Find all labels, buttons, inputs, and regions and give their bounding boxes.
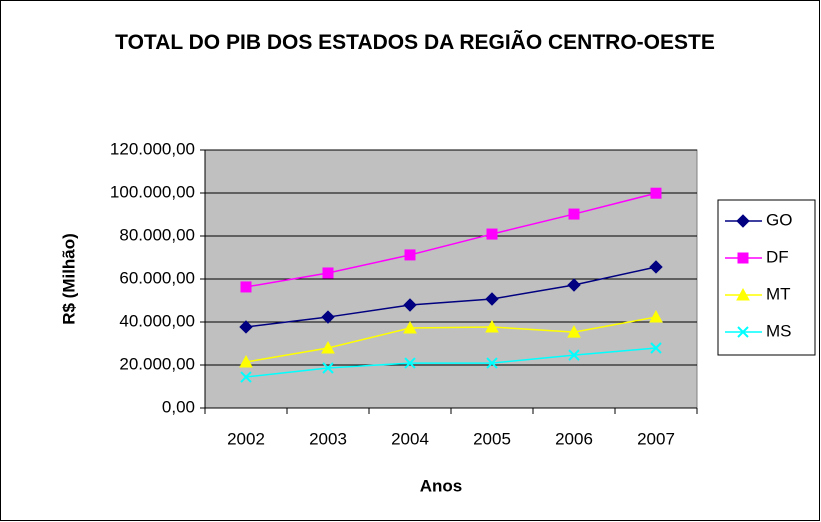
data-point [650, 187, 662, 199]
legend-marker [737, 326, 749, 338]
data-point [568, 208, 580, 220]
y-tick-label: 0,00 [162, 397, 195, 416]
legend-box [717, 199, 816, 356]
data-point [567, 325, 581, 338]
data-point [321, 310, 335, 324]
data-point [321, 340, 335, 354]
data-point [403, 298, 417, 312]
data-point [322, 267, 334, 279]
legend-marker [736, 214, 750, 228]
data-point [404, 357, 416, 369]
data-point [649, 260, 663, 274]
data-point [567, 278, 581, 292]
data-point [486, 357, 498, 369]
data-point [486, 228, 498, 240]
x-axis-label: Anos [420, 476, 463, 495]
data-point [650, 342, 662, 354]
chart-title: TOTAL DO PIB DOS ESTADOS DA REGIÃO CENTR… [115, 31, 715, 54]
data-point [485, 319, 499, 333]
data-point [404, 249, 416, 261]
legend-label: MS [766, 321, 792, 340]
x-tick-label: 2006 [555, 429, 593, 448]
data-point [568, 349, 580, 361]
legend-marker [737, 252, 749, 264]
data-point [239, 320, 253, 334]
series-line [245, 316, 657, 363]
series-line [245, 266, 657, 328]
legend-label: MT [766, 284, 791, 303]
data-point [240, 281, 252, 293]
data-point [240, 371, 252, 383]
y-tick-label: 20.000,00 [119, 354, 195, 373]
x-tick-label: 2007 [637, 429, 675, 448]
x-tick-label: 2005 [473, 429, 511, 448]
y-tick-label: 60.000,00 [119, 268, 195, 287]
x-tick-label: 2003 [309, 429, 347, 448]
y-tick-label: 40.000,00 [119, 311, 195, 330]
data-point [239, 354, 253, 368]
y-tick-label: 80.000,00 [119, 225, 195, 244]
legend-label: GO [766, 210, 792, 229]
series-line [245, 192, 657, 288]
y-tick-label: 120.000,00 [110, 139, 195, 158]
data-point [649, 310, 663, 323]
data-point [403, 320, 417, 334]
series-line [245, 347, 657, 378]
y-axis-label: R$ (Milhão) [59, 233, 78, 325]
data-point [322, 362, 334, 374]
y-tick-label: 100.000,00 [110, 182, 195, 201]
legend-marker [736, 287, 750, 301]
legend-label: DF [766, 247, 789, 266]
x-tick-label: 2002 [227, 429, 265, 448]
x-tick-label: 2004 [391, 429, 429, 448]
data-point [485, 292, 499, 306]
